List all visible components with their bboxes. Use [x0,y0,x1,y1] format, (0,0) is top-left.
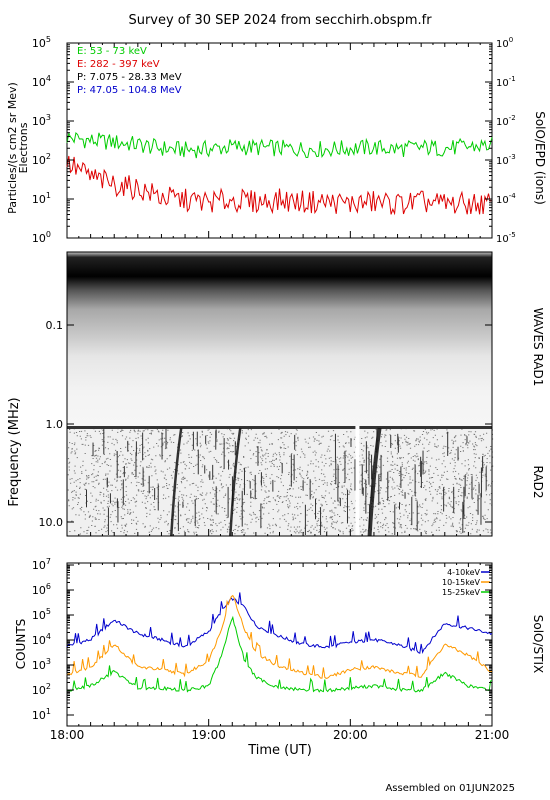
radio-right-label-rad1: WAVES RAD1 [531,308,545,387]
radio-right-label-rad2: RAD2 [531,466,545,499]
xray-xtick-label: 21:00 [475,728,510,742]
radio-ylabel: Frequency (MHz) [7,397,22,506]
particles-ytick-right-label: 10-4 [496,192,516,206]
rad2-spectrogram [67,426,492,536]
xray-ytick-label: 107 [32,557,51,572]
particles-series-line [66,155,493,216]
xray-ylabel: COUNTS [14,619,28,670]
radio-burst [367,427,382,537]
radio-ytick-label: 1.0 [46,418,64,431]
xray-xtick-label: 19:00 [191,728,226,742]
particles-ytick-right-label: 100 [496,36,513,50]
particles-ytick-label: 105 [32,35,51,50]
particles-legend: E: 53 - 73 keV E: 282 - 397 keV P: 7.075 -… [77,46,182,96]
xray-ytick-label: 106 [32,582,51,597]
xray-right-label: SolO/STIX [531,615,545,674]
xray-xtick-label: 18:00 [50,728,85,742]
particles-axes: 100 10-5 101 10-4 102 10-3 103 10-2 104 10-1 105 10… [32,35,516,245]
chart-title: Survey of 30 SEP 2024 from secchirh.obsp… [128,13,432,28]
xray-series-line [66,592,493,655]
footer-text: Assembled on 01JUN2025 [385,783,515,794]
xray-ytick-label: 102 [32,682,51,697]
radio-burst [229,427,242,537]
radio-panel [66,251,494,537]
particles-legend-entry: P: 47.05 - 104.8 MeV [77,85,182,96]
particles-ylabel2: Electrons [17,122,30,173]
particles-ytick-label: 100 [32,230,51,245]
xray-legend-entry: 4-10keV [447,568,480,577]
xray-xtick-label: 20:00 [333,728,368,742]
particles-ylabel: Particles/(s cm2 sr Mev) [6,82,19,214]
rad1-spectrogram [67,252,492,426]
particles-legend-entry: E: 53 - 73 keV [77,46,147,57]
particles-ytick-label: 101 [32,191,51,206]
particles-legend-entry: P: 7.075 - 28.33 MeV [77,72,182,83]
xray-legend-entry: 10-15keV [442,578,481,587]
particles-series-line [66,131,493,159]
xray-xlabel: Time (UT) [247,743,312,758]
particles-ytick-right-label: 10-3 [496,153,516,167]
particles-ytick-right-label: 10-1 [496,75,516,89]
radio-ytick-label: 0.1 [46,319,64,332]
xray-series-line [66,594,493,679]
xray-ytick-label: 103 [32,657,51,672]
xray-legend-entry: 15-25keV [442,588,481,597]
rad2-top-band [67,426,492,429]
radio-burst [170,427,183,537]
particles-ytick-right-label: 10-2 [496,114,516,128]
xray-ytick-label: 101 [32,707,51,722]
particles-legend-entry: E: 282 - 397 keV [77,59,160,70]
particles-ytick-right-label: 10-5 [496,231,516,245]
radio-axes: 0.1 1.0 10.0 [39,319,493,536]
radio-data-gap [355,426,360,536]
xray-ytick-label: 104 [32,632,51,647]
xray-series-line [66,615,493,693]
particles-ytick-label: 104 [32,74,51,89]
xray-series-group [66,592,493,693]
particles-right-label: SolO/EPD (ions) [533,111,547,205]
particles-ytick-label: 103 [32,113,51,128]
radio-ytick-label: 10.0 [39,516,64,529]
particles-series-group [66,131,493,216]
particles-ytick-label: 102 [32,152,51,167]
xray-ytick-label: 105 [32,607,51,622]
